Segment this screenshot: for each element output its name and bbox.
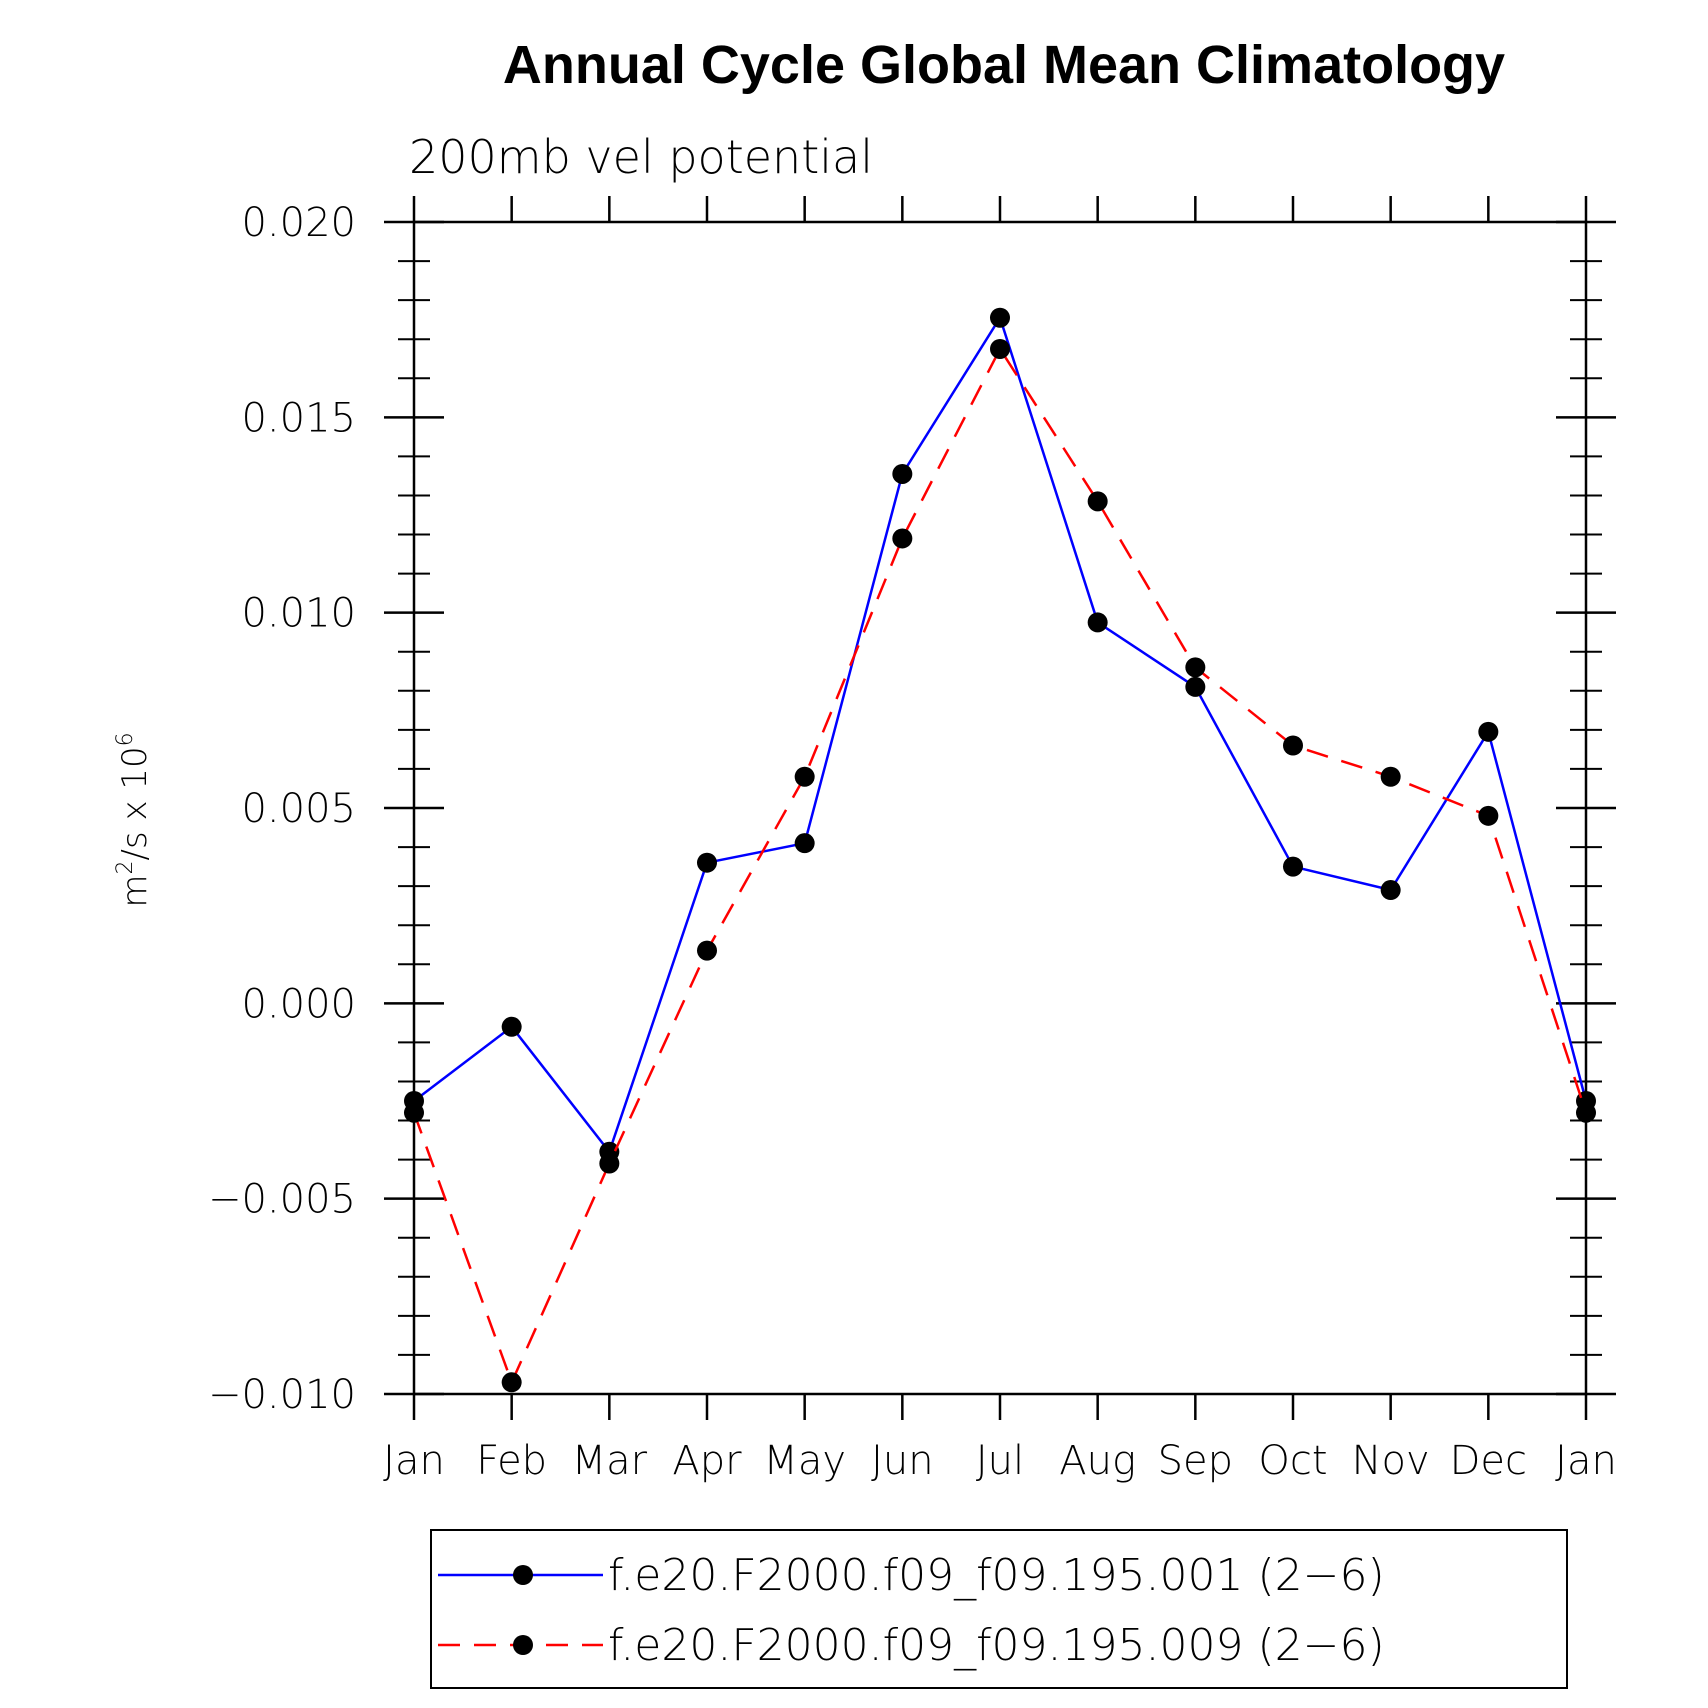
series-line-1 [413, 314, 1588, 1155]
data-point-series-1 [990, 307, 1010, 328]
legend-marker-series-1 [513, 1565, 533, 1585]
data-point-series-1 [892, 463, 913, 484]
data-point-series-2 [1380, 766, 1401, 787]
data-point-series-2 [1087, 491, 1108, 512]
data-point-series-1 [1478, 721, 1499, 742]
data-point-series-2 [501, 1372, 522, 1393]
data-point-series-1 [1185, 676, 1206, 697]
data-point-series-2 [697, 940, 717, 961]
data-point-series-2 [794, 766, 815, 787]
legend-marker-series-2 [513, 1635, 533, 1655]
x-tick-label: May [763, 1438, 846, 1484]
x-tick-label: Jun [871, 1438, 934, 1484]
data-point-series-2 [1576, 1102, 1596, 1123]
y-axis-label-mid: /s x 10 [115, 746, 155, 860]
x-tick-label: Feb [476, 1438, 547, 1484]
y-axis-label-sup2: 6 [113, 732, 138, 746]
x-tick-label: Jul [976, 1438, 1024, 1484]
data-point-series-2 [404, 1102, 424, 1123]
y-tick-label: 0.015 [241, 395, 356, 441]
x-tick-label: Mar [572, 1438, 648, 1484]
series-layer [404, 307, 1596, 1393]
data-point-series-1 [794, 833, 815, 854]
data-point-series-1 [1087, 612, 1108, 633]
chart-subtitle: 200mb vel potential [409, 130, 873, 184]
y-axis-label-base: m [115, 875, 155, 908]
x-tick-label: Aug [1059, 1438, 1136, 1484]
legend-label-series-1: f.e20.F2000.f09_f09.195.001 (2−6) [608, 1550, 1385, 1601]
x-tick-label: Jan [1555, 1438, 1617, 1484]
legend: f.e20.F2000.f09_f09.195.001 (2−6) f.e20.… [430, 1529, 1568, 1689]
data-point-series-1 [1283, 856, 1303, 877]
y-tick-label: −0.010 [208, 1372, 356, 1418]
y-axis-label: m2/s x 106 [113, 732, 155, 907]
y-tick-label: −0.005 [208, 1177, 356, 1223]
legend-box [430, 1529, 1568, 1689]
series-line-2 [412, 346, 1588, 1386]
x-tick-label: Sep [1158, 1438, 1233, 1484]
x-tick-label: Dec [1450, 1438, 1527, 1484]
y-tick-label: 0.020 [241, 200, 356, 246]
y-tick-label: 0.000 [241, 981, 356, 1027]
legend-label-series-2: f.e20.F2000.f09_f09.195.009 (2−6) [608, 1620, 1385, 1671]
data-point-series-1 [501, 1016, 522, 1037]
x-tick-label: Nov [1352, 1438, 1430, 1484]
x-axis: Jan Feb Mar Apr May Jun Jul Aug Sep Oct Nov Dec Jan [383, 196, 1617, 1484]
data-point-series-2 [1478, 805, 1499, 826]
data-point-series-2 [599, 1153, 620, 1174]
data-point-series-2 [1283, 735, 1303, 756]
y-tick-label: 0.005 [241, 786, 356, 832]
x-tick-label: Oct [1258, 1438, 1327, 1484]
plot-area [412, 220, 1588, 1396]
data-point-series-2 [990, 338, 1010, 359]
y-tick-label: 0.010 [241, 591, 356, 637]
y-axis-label-sup1: 2 [113, 861, 138, 875]
plot-frame [412, 220, 1588, 1396]
data-point-series-1 [697, 852, 717, 873]
data-point-series-2 [892, 528, 913, 549]
x-tick-label: Jan [383, 1438, 445, 1484]
data-point-series-2 [1185, 657, 1206, 678]
data-point-series-1 [1380, 880, 1401, 901]
x-tick-label: Apr [672, 1438, 742, 1484]
y-axis: −0.010 −0.005 0.000 0.005 0.010 0.015 0.020 [208, 200, 1616, 1418]
chart-title: Annual Cycle Global Mean Climatology [503, 35, 1505, 95]
